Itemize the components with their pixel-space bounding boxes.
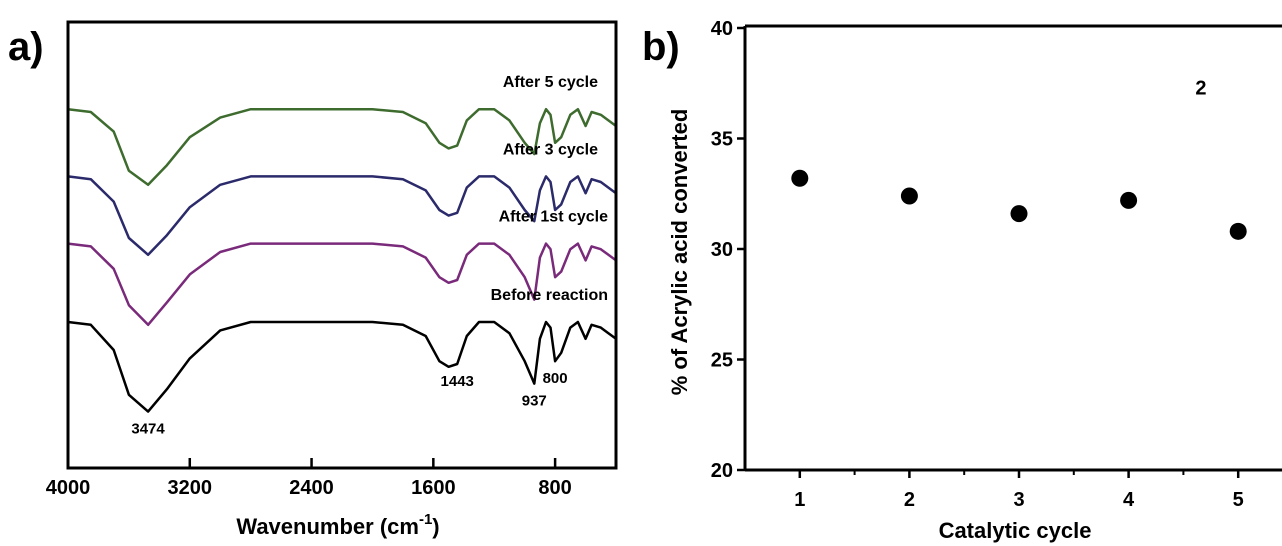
- conversion-point: [1229, 222, 1247, 240]
- ftir-series-label: After 5 cycle: [503, 74, 598, 91]
- ftir-peak-label: 937: [522, 393, 547, 410]
- conversion-y-axis-label: % of Acrylic acid converted: [667, 109, 692, 396]
- conversion-y-tick-label: 30: [711, 239, 733, 261]
- conversion-x-tick-label: 3: [1013, 489, 1024, 511]
- conversion-panel: b) 20 25 30 35 40 1 2 3 4 5 2 Catalytic cycle % …: [642, 18, 1282, 543]
- ftir-x-tick-label: 2400: [289, 477, 334, 499]
- conversion-x-tick-label: 2: [904, 489, 915, 511]
- ftir-x-axis-label: Wavenumber (cm-1): [236, 511, 439, 539]
- ftir-peak-label: 800: [543, 370, 568, 387]
- panel-b-label: b): [642, 25, 680, 69]
- conversion-x-axis-label: Catalytic cycle: [939, 518, 1092, 543]
- conversion-y-ticks: 20 25 30 35 40: [711, 18, 745, 482]
- conversion-annotations: 2: [1195, 77, 1206, 99]
- conversion-y-tick-label: 25: [711, 350, 733, 372]
- conversion-point: [1120, 191, 1138, 209]
- conversion-point: [900, 187, 918, 205]
- conversion-y-tick-label: 35: [711, 129, 733, 151]
- ftir-peak-annotations: 3474 1443 937 800: [131, 370, 567, 437]
- conversion-x-tick-label: 1: [794, 489, 805, 511]
- ftir-series-label: Before reaction: [491, 287, 608, 304]
- conversion-x-ticks: 1 2 3 4 5: [794, 470, 1244, 511]
- ftir-x-tick-label: 4000: [46, 477, 91, 499]
- ftir-series-line: [67, 320, 617, 413]
- ftir-series-group: [67, 107, 617, 413]
- ftir-series-labels: After 5 cycle After 3 cycle After 1st cycl…: [491, 74, 608, 304]
- ftir-x-ticks: 4000 3200 2400 1600 800: [46, 458, 572, 499]
- ftir-x-tick-label: 1600: [411, 477, 456, 499]
- ftir-plot-frame: [66, 20, 618, 470]
- ftir-series-label: After 3 cycle: [503, 141, 598, 158]
- ftir-x-tick-label: 800: [538, 477, 571, 499]
- conversion-points: [791, 169, 1247, 240]
- conversion-annotation: 2: [1195, 77, 1206, 99]
- conversion-point: [1010, 205, 1028, 223]
- conversion-y-tick-label: 40: [711, 18, 733, 40]
- conversion-y-tick-label: 20: [711, 460, 733, 482]
- conversion-x-tick-label: 4: [1123, 489, 1135, 511]
- ftir-series-line: [67, 242, 617, 327]
- ftir-peak-label: 3474: [131, 421, 165, 438]
- ftir-series-line: [67, 107, 617, 187]
- conversion-x-tick-label: 5: [1233, 489, 1244, 511]
- ftir-x-tick-label: 3200: [168, 477, 213, 499]
- panel-a-label: a): [8, 25, 44, 69]
- ftir-panel: a) 4000 3200 2400 1600 800 After 5 cycleAfte…: [8, 20, 618, 539]
- ftir-series-line: [67, 175, 617, 257]
- ftir-peak-label: 1443: [441, 373, 474, 390]
- ftir-series-label: After 1st cycle: [499, 209, 608, 226]
- conversion-point: [791, 169, 809, 187]
